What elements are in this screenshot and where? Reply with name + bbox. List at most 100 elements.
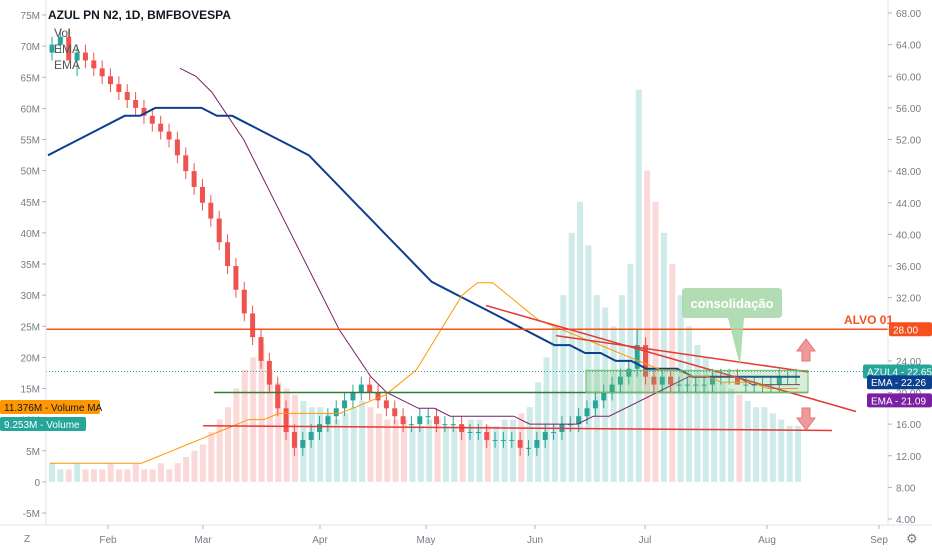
settings-gear-icon[interactable]: ⚙ (906, 531, 918, 546)
candle-body (375, 392, 381, 401)
candle-body (57, 36, 63, 45)
volume-bar (350, 407, 357, 482)
volume-bar (275, 382, 282, 482)
candle-body (626, 368, 632, 377)
indicator-ema-1[interactable]: EMA (54, 42, 80, 56)
candle-body (325, 416, 331, 425)
volume-bar (308, 407, 315, 482)
volume-bar (702, 357, 709, 482)
volume-bar (719, 382, 726, 482)
candle-body (609, 384, 615, 393)
candle-body (542, 432, 548, 440)
candle-body (49, 44, 55, 53)
volume-tick-label: 15M (21, 385, 40, 396)
candle-body (634, 345, 640, 369)
ema-short-line (179, 67, 800, 425)
annotations (46, 304, 888, 432)
target-up-arrow (796, 338, 816, 362)
volume-bar (333, 419, 340, 482)
volume-bar (317, 407, 324, 482)
consolidation-callout: consolidação (682, 288, 782, 366)
candle-body (417, 416, 423, 425)
volume-bar (434, 419, 441, 482)
indicator-ema-2[interactable]: EMA (54, 58, 80, 72)
volume-bar (510, 419, 517, 482)
candle-body (676, 384, 682, 386)
candle-body (216, 218, 222, 243)
volume-bar (551, 326, 558, 482)
volume-bar (484, 425, 491, 482)
volume-bar (426, 419, 433, 482)
candle-body (567, 424, 573, 426)
volume-bar (526, 407, 533, 482)
time-tick-label: Jul (639, 535, 652, 546)
candle-body (91, 60, 97, 69)
volume-tick-label: 35M (21, 260, 40, 271)
time-tick-label: Mar (194, 535, 212, 546)
volume-bar (568, 232, 575, 482)
candle-body (408, 424, 414, 426)
ema-long-line (47, 106, 800, 378)
alvo-price-badge-bg (889, 322, 932, 337)
volume-bar (753, 407, 760, 482)
candle-body (74, 52, 80, 61)
price-tick-label: 48.00 (896, 167, 921, 178)
volume-bar (736, 394, 743, 482)
volume-bar (769, 413, 776, 482)
price-badge-bg (863, 364, 932, 379)
volume-bar (359, 400, 366, 482)
volume-bar (375, 413, 382, 482)
ema-short-badge-text: EMA - 21.09 (871, 396, 926, 407)
price-tick-label: 32.00 (896, 294, 921, 305)
time-tick-label: Feb (99, 535, 117, 546)
candle-body (651, 376, 657, 385)
candle-body (99, 68, 105, 77)
candle-body (191, 171, 197, 187)
volume-bar (342, 413, 349, 482)
candle-body (776, 376, 782, 385)
target-down-arrow (796, 407, 816, 431)
volume-bar (417, 425, 424, 482)
candle-body (308, 432, 314, 440)
volume-bar (258, 344, 265, 482)
volume-bar (225, 407, 232, 482)
candle-body (291, 432, 297, 448)
volume-bar (459, 425, 466, 482)
volume-bar (577, 201, 584, 482)
volume-bar (141, 469, 148, 482)
volume-bar (644, 170, 651, 482)
indicator-vol[interactable]: Vol (54, 26, 71, 40)
candle-body (584, 408, 590, 417)
candle-body (199, 186, 205, 203)
volume-bar (468, 419, 475, 482)
candle-body (158, 123, 164, 132)
candle-body (333, 408, 339, 417)
candle-body (149, 115, 155, 124)
candle-body (425, 416, 431, 418)
volume-bar (476, 419, 483, 482)
volume-bar (49, 463, 55, 482)
resistance-trend-line (485, 304, 857, 413)
corner-left-button[interactable]: Z (24, 534, 30, 545)
volume-bar (325, 413, 332, 482)
volume-bar (711, 369, 718, 482)
volume-bar (149, 469, 156, 482)
volume-bar (74, 463, 81, 482)
volume-bar (183, 456, 190, 482)
volume-badge-bg (0, 417, 86, 431)
volume-badge: 9.253M - Volume (0, 417, 86, 431)
ema-long-badge-text: EMA - 22.26 (871, 378, 926, 389)
candle-body (617, 376, 623, 385)
candle-body (283, 408, 289, 433)
volume-tick-label: 5M (26, 447, 40, 458)
candle-body (475, 432, 481, 434)
candle-body (124, 92, 130, 100)
candle-body (266, 360, 272, 385)
candle-body (208, 202, 214, 219)
volume-bar (543, 357, 550, 482)
time-tick-label: Aug (758, 535, 776, 546)
candle-body (517, 439, 523, 448)
price-badge-text: AZUL4 - 22.65 (867, 368, 932, 379)
